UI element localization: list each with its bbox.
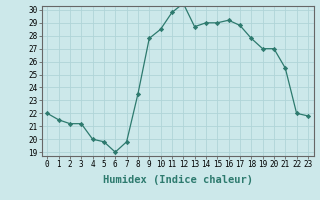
X-axis label: Humidex (Indice chaleur): Humidex (Indice chaleur) [103, 175, 252, 185]
